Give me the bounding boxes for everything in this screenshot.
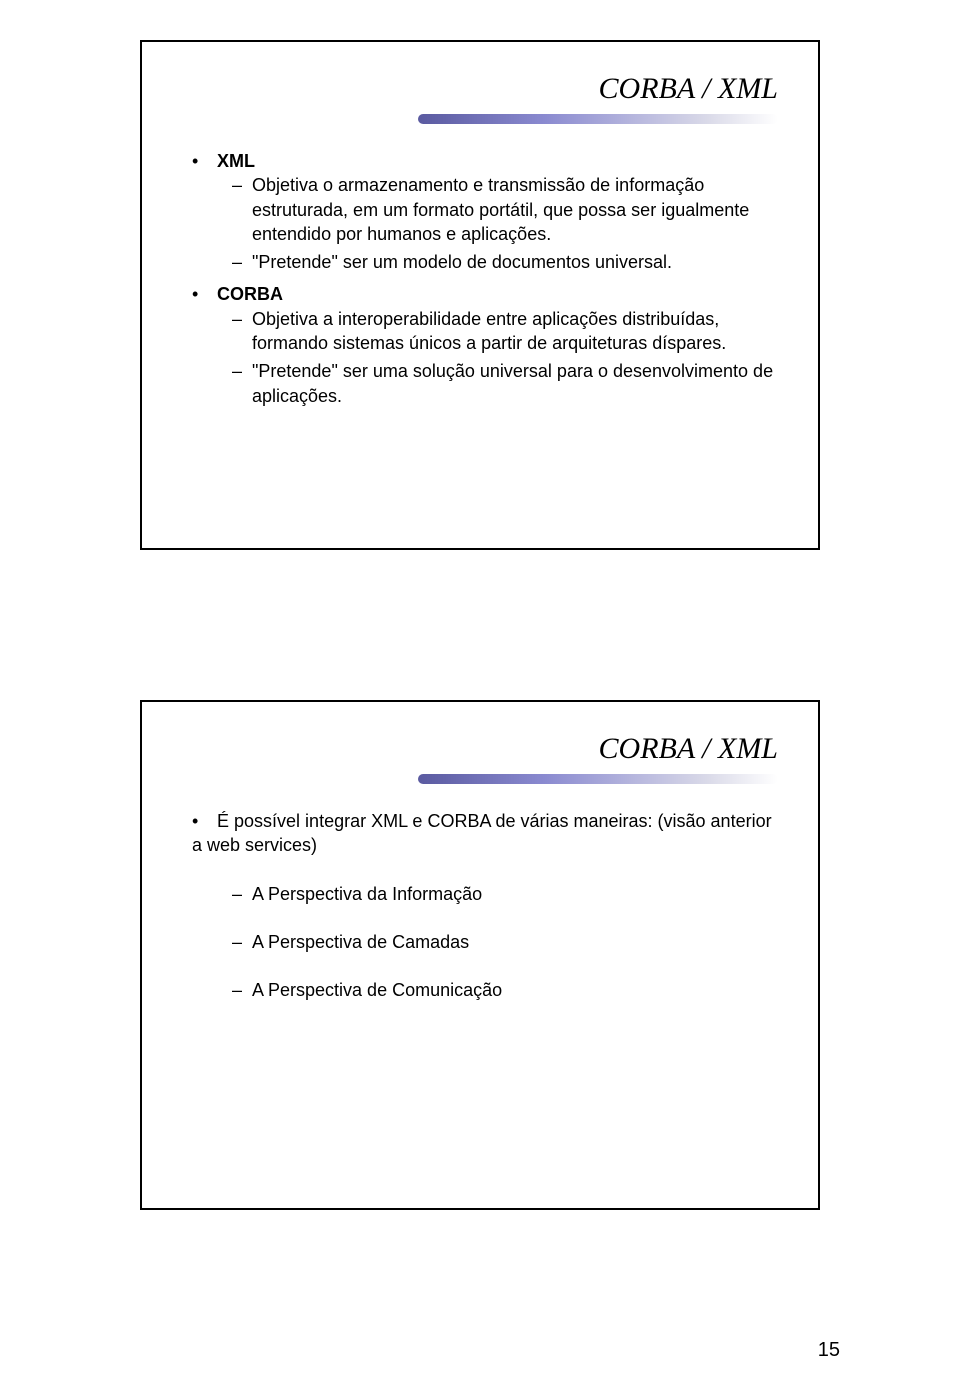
list-subitem: "Pretende" ser um modelo de documentos u…	[232, 250, 778, 274]
list-item: É possível integrar XML e CORBA de vária…	[192, 809, 778, 1002]
slide-title-wrap: CORBA / XML	[192, 732, 778, 766]
list-subitem: Objetiva a interoperabilidade entre apli…	[232, 307, 778, 356]
title-underline-bar	[418, 774, 778, 784]
item-text: É possível integrar XML e CORBA de vária…	[192, 811, 772, 855]
list-subitem: A Perspectiva de Camadas	[232, 930, 778, 954]
bullet-list-level1: XML Objetiva o armazenamento e transmiss…	[192, 149, 778, 408]
slide-1: CORBA / XML XML Objetiva o armazenamento…	[140, 40, 820, 550]
bullet-list-level2: Objetiva o armazenamento e transmissão d…	[192, 173, 778, 274]
slide-title-wrap: CORBA / XML	[192, 72, 778, 106]
list-subitem: A Perspectiva da Informação	[232, 882, 778, 906]
slide-2: CORBA / XML É possível integrar XML e CO…	[140, 700, 820, 1210]
title-underline-bar	[418, 114, 778, 124]
list-item: XML Objetiva o armazenamento e transmiss…	[192, 149, 778, 274]
page-number: 15	[818, 1339, 840, 1362]
list-item: CORBA Objetiva a interoperabilidade entr…	[192, 282, 778, 407]
item-label: XML	[217, 151, 255, 171]
slide-content: É possível integrar XML e CORBA de vária…	[192, 809, 778, 1002]
bullet-list-level1: É possível integrar XML e CORBA de vária…	[192, 809, 778, 1002]
slide-title: CORBA / XML	[599, 72, 778, 106]
slide-title: CORBA / XML	[599, 732, 778, 766]
slide-content: XML Objetiva o armazenamento e transmiss…	[192, 149, 778, 408]
list-subitem: A Perspectiva de Comunicação	[232, 978, 778, 1002]
bullet-list-level2: A Perspectiva da Informação A Perspectiv…	[192, 882, 778, 1003]
item-label: CORBA	[217, 284, 283, 304]
bullet-list-level2: Objetiva a interoperabilidade entre apli…	[192, 307, 778, 408]
list-subitem: Objetiva o armazenamento e transmissão d…	[232, 173, 778, 246]
list-subitem: "Pretende" ser uma solução universal par…	[232, 359, 778, 408]
